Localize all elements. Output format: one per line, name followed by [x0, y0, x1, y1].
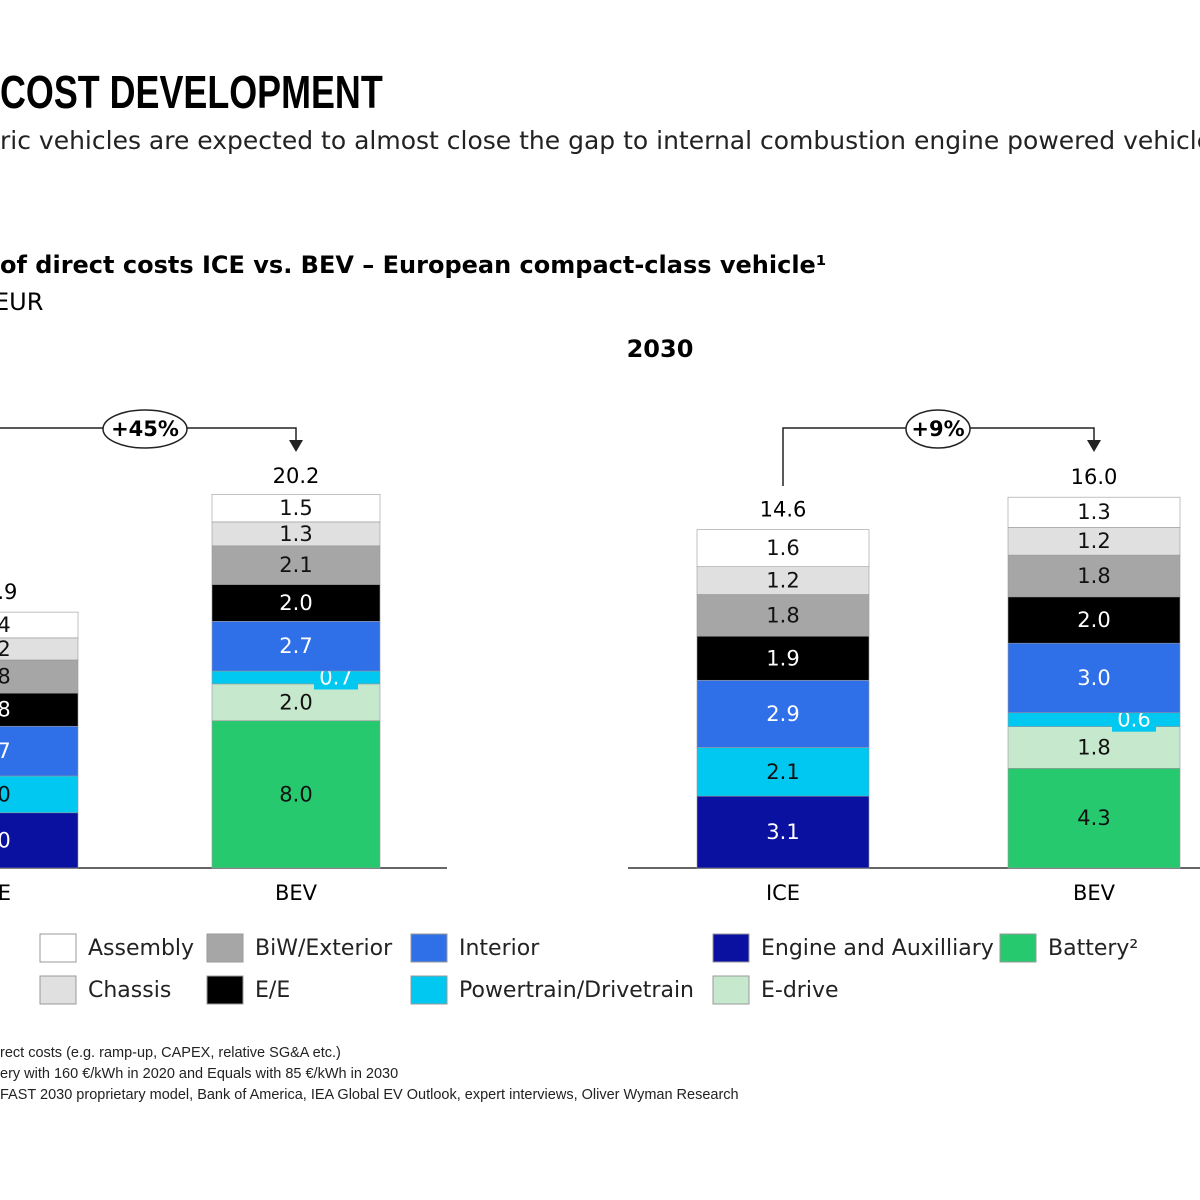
legend-swatch [712, 933, 750, 963]
bar-segment [1007, 527, 1181, 556]
data-label: 1.8 [0, 698, 11, 722]
footnote: rect costs (e.g. ramp-up, CAPEX, relativ… [0, 1045, 341, 1061]
data-label: 2.1 [279, 553, 312, 577]
footnote: FAST 2030 proprietary model, Bank of Ame… [0, 1087, 739, 1103]
annotation: +45% [111, 417, 179, 441]
bar-segment [0, 659, 79, 694]
data-label: 3.1 [766, 820, 799, 844]
legend-swatch [39, 975, 77, 1005]
x-tick-label: ICE [0, 881, 11, 905]
legend-label: Assembly [88, 936, 194, 961]
data-label: 1.6 [766, 536, 799, 560]
footnote: ery with 160 €/kWh in 2020 and Equals wi… [0, 1066, 398, 1082]
bar-segment [0, 692, 79, 727]
subtitle: ric vehicles are expected to almost clos… [0, 126, 1200, 155]
legend-label: Powertrain/Drivetrain [459, 978, 694, 1003]
bar-segment [0, 775, 79, 814]
x-tick-label: BEV [1073, 881, 1116, 905]
legend-swatch [712, 975, 750, 1005]
data-label: 3.0 [1077, 666, 1110, 690]
data-label: 1.2 [766, 569, 799, 593]
bar-segment [1007, 642, 1181, 714]
bar-segment [0, 637, 79, 661]
data-label: 2.7 [0, 739, 11, 763]
legend-swatch [999, 933, 1037, 963]
data-label: 4.3 [1077, 806, 1110, 830]
data-label: 2.0 [279, 591, 312, 615]
legend-swatch [206, 933, 244, 963]
data-label: 1.3 [279, 522, 312, 546]
legend-label: Interior [459, 936, 540, 961]
chart-title: 2030 [627, 335, 694, 363]
bar-segment [0, 725, 79, 777]
bar-segment [211, 493, 381, 523]
bar-segment [211, 683, 381, 722]
x-tick-label: ICE [766, 881, 800, 905]
page-title: COST DEVELOPMENT [0, 67, 383, 118]
legend-label: Battery² [1048, 936, 1138, 961]
data-label: 1.4 [0, 613, 11, 637]
data-label: 1.2 [1077, 529, 1110, 553]
legend-label: BiW/Exterior [255, 936, 393, 961]
data-label: 1.3 [1077, 500, 1110, 524]
bar-segment [1007, 768, 1181, 869]
unit: EUR [0, 288, 43, 316]
annotation-oval [102, 409, 188, 449]
bar-segment [1007, 554, 1181, 598]
data-label: 1.8 [1077, 564, 1110, 588]
data-label: 1.2 [0, 637, 11, 661]
annotation-oval [905, 409, 971, 449]
total-label: 14.6 [760, 498, 807, 522]
data-label: 1.8 [766, 603, 799, 627]
data-label: 2.1 [766, 760, 799, 784]
data-label: 1.8 [1077, 735, 1110, 759]
bar-segment [696, 594, 870, 637]
legend-swatch [206, 975, 244, 1005]
bar-segment [0, 812, 79, 869]
legend-label: Engine and Auxilliary [761, 936, 994, 961]
data-label: 1.9 [766, 646, 799, 670]
total-label: 16.0 [1071, 465, 1118, 489]
bar-segment [696, 566, 870, 595]
x-tick-label: BEV [275, 881, 318, 905]
bar-segment [211, 584, 381, 622]
bar-segment [696, 635, 870, 681]
data-label: 2.7 [279, 634, 312, 658]
data-label: 2.0 [0, 782, 11, 806]
legend-label: E-drive [761, 978, 839, 1003]
bar-segment [696, 679, 870, 748]
annotation: +9% [911, 417, 964, 441]
chart-heading: of direct costs ICE vs. BEV – European c… [0, 251, 826, 279]
data-label: 8.0 [279, 782, 312, 806]
arrowhead [289, 440, 303, 452]
data-label: 2.0 [1077, 608, 1110, 632]
bar-segment [211, 545, 381, 585]
data-label: 1.5 [279, 496, 312, 520]
bar-segment [1007, 596, 1181, 644]
bar-segment [1007, 496, 1181, 528]
legend-swatch [410, 933, 448, 963]
bar-segment [211, 621, 381, 672]
bar-segment [1007, 726, 1181, 769]
data-label: 1.8 [0, 665, 11, 689]
legend-swatch [39, 933, 77, 963]
bar-segment [0, 611, 79, 639]
arrowhead [1087, 440, 1101, 452]
total-label: 13.9 [0, 580, 17, 604]
bar-segment [696, 795, 870, 869]
bar-segment [696, 747, 870, 797]
bar-segment [211, 720, 381, 869]
total-label: 20.2 [273, 464, 320, 488]
data-label: 2.9 [766, 702, 799, 726]
bar-segment [696, 529, 870, 568]
data-label: 3.0 [0, 828, 11, 852]
legend-swatch [410, 975, 448, 1005]
legend-label: Chassis [88, 978, 171, 1003]
data-label: 2.0 [279, 690, 312, 714]
legend-label: E/E [255, 978, 290, 1003]
